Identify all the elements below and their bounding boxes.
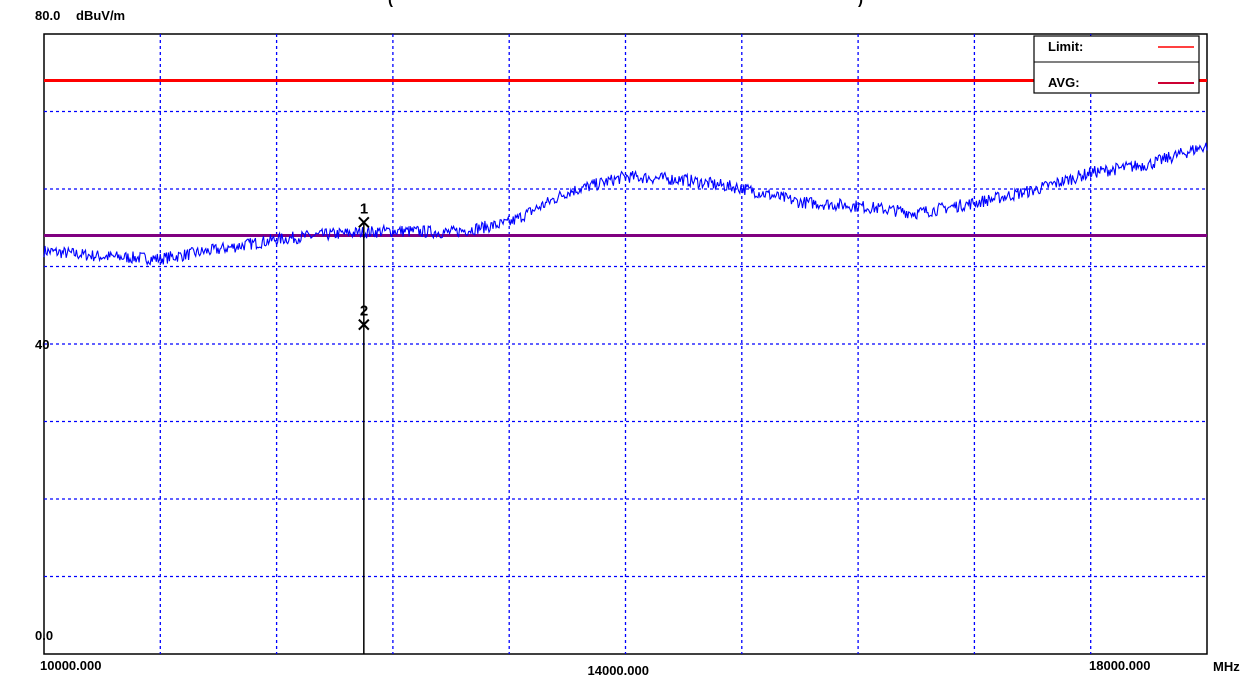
title-fragment-right: ): [858, 0, 863, 8]
grid-lines: [44, 34, 1207, 654]
trace-layer: [43, 142, 1208, 267]
measurement-trace: [43, 142, 1208, 267]
marker-1-label: 1: [360, 200, 368, 217]
x-tick-label: 14000.000: [588, 663, 649, 678]
y-tick-label: 80.0: [35, 8, 60, 23]
y-tick-label: 0.0: [35, 628, 53, 643]
x-tick-label: 10000.000: [40, 658, 101, 673]
legend-label-avg: AVG:: [1048, 75, 1080, 90]
x-axis-unit: MHz: [1213, 659, 1240, 674]
limit-lines: [44, 79, 1207, 237]
x-tick-label: 18000.000: [1089, 658, 1150, 673]
title-fragment-left: (: [388, 0, 393, 8]
marker-2-cross: [358, 318, 370, 331]
marker-1-cross: [358, 216, 370, 229]
marker-2-label: 2: [360, 303, 368, 320]
y-tick-label: 40: [35, 337, 49, 352]
y-axis-unit: dBuV/m: [76, 8, 125, 23]
marker-layer: 12: [358, 200, 370, 654]
legend: Limit: AVG:: [1033, 35, 1200, 94]
y-tick-labels: 0.0 40 80.0: [35, 8, 60, 643]
x-tick-labels: 10000.000 14000.000 18000.000: [40, 658, 1150, 678]
legend-label-limit: Limit:: [1048, 39, 1083, 54]
